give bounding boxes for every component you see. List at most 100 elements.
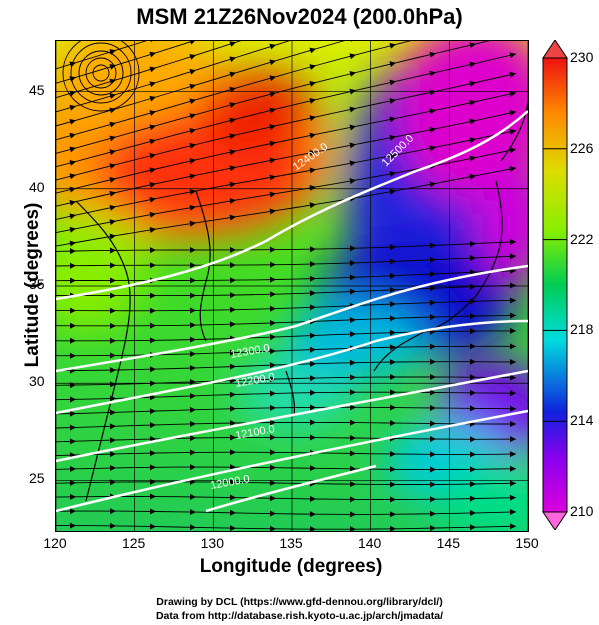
height-contour [56, 110, 528, 301]
stream-arrow [389, 287, 396, 294]
stream-arrow [469, 61, 476, 68]
streamline [56, 525, 517, 530]
stream-arrow [469, 510, 476, 516]
stream-arrow [189, 379, 196, 386]
stream-arrow [189, 435, 196, 442]
stream-arrow [309, 115, 316, 122]
stream-arrow [189, 524, 196, 531]
x-tick-label: 145 [436, 535, 460, 551]
stream-arrow [309, 332, 316, 339]
streamline [56, 436, 517, 443]
stream-arrow [109, 64, 116, 70]
stream-arrow [69, 160, 76, 166]
stream-arrow [389, 315, 396, 322]
x-tick-label: 120 [43, 535, 67, 551]
stream-arrow [149, 138, 156, 145]
y-tick-label: 45 [29, 81, 45, 98]
stream-arrow [309, 434, 316, 441]
stream-arrow [429, 374, 436, 381]
stream-arrow [309, 81, 316, 87]
stream-arrow [509, 312, 516, 319]
stream-arrow [269, 305, 276, 312]
stream-arrow [149, 493, 156, 500]
stream-arrow [189, 128, 196, 134]
stream-arrow [389, 419, 396, 426]
stream-arrow [269, 59, 276, 66]
stream-arrow [189, 98, 196, 105]
stream-arrow [349, 88, 356, 95]
stream-arrow [149, 394, 156, 401]
stream-arrow [349, 259, 356, 266]
height-contour [56, 264, 528, 373]
stream-arrow [469, 42, 476, 49]
stream-arrow [309, 511, 316, 518]
height-contours [56, 110, 528, 513]
streamline [56, 481, 517, 485]
stream-arrow [229, 198, 236, 205]
stream-arrow [509, 282, 516, 289]
stream-arrow [229, 133, 236, 140]
colorbar [542, 40, 568, 530]
y-tick-label: 25 [29, 470, 45, 487]
stream-arrow [429, 389, 436, 396]
stream-arrow [509, 343, 516, 350]
stream-arrow [149, 95, 156, 102]
stream-arrow [69, 337, 76, 344]
stream-arrow [189, 392, 196, 399]
stream-arrow [149, 478, 156, 485]
stream-arrow [109, 307, 116, 314]
stream-arrow [429, 181, 436, 188]
stream-arrow [349, 526, 356, 531]
stream-arrow [69, 146, 76, 153]
stream-arrow [229, 71, 236, 78]
streamline [56, 299, 517, 312]
stream-arrow [69, 132, 76, 139]
stream-arrow [269, 464, 276, 471]
stream-arrow [109, 423, 116, 430]
stream-arrow [509, 421, 516, 428]
stream-arrow [189, 113, 196, 120]
stream-arrow [69, 240, 76, 247]
stream-arrow [349, 331, 356, 338]
stream-arrow [349, 245, 356, 252]
stream-arrow [229, 509, 236, 516]
stream-arrow [149, 307, 156, 314]
stream-arrow [229, 246, 236, 253]
stream-arrow [109, 190, 116, 197]
stream-arrow [349, 481, 356, 488]
stream-arrow [389, 153, 396, 159]
map-plot-area: 12000.0 12100.0 12200.0 12300.0 12400.0 12500… [55, 40, 529, 532]
stream-arrow [429, 256, 436, 263]
stream-arrow [269, 191, 276, 198]
stream-arrow [109, 479, 116, 486]
credit-data: Data from http://database.rish.kyoto-u.a… [155, 610, 444, 622]
stream-arrow [389, 61, 396, 68]
stream-arrow [469, 283, 476, 290]
stream-arrow [429, 496, 436, 503]
stream-arrow [69, 424, 76, 431]
streamline [56, 41, 242, 99]
stream-arrow [389, 496, 396, 503]
y-tick-label: 30 [29, 373, 45, 390]
stream-arrow [509, 358, 516, 365]
stream-arrow [269, 525, 276, 531]
stream-arrow [229, 449, 236, 456]
stream-arrow [149, 322, 156, 329]
stream-arrow [189, 246, 196, 253]
stream-arrow [309, 495, 316, 502]
stream-arrow [349, 434, 356, 441]
stream-arrow [309, 304, 316, 311]
stream-arrow [149, 464, 156, 471]
height-contour [205, 464, 377, 513]
stream-arrow [349, 160, 356, 167]
streamline-arrows [69, 41, 516, 531]
stream-arrow [389, 43, 396, 49]
stream-arrow [269, 419, 276, 426]
colorbar-label: 214 [570, 412, 594, 429]
stream-arrow [109, 522, 116, 529]
stream-arrow [469, 80, 476, 87]
stream-arrow [109, 247, 116, 254]
stream-arrow [309, 167, 316, 174]
stream-arrow [389, 188, 396, 195]
